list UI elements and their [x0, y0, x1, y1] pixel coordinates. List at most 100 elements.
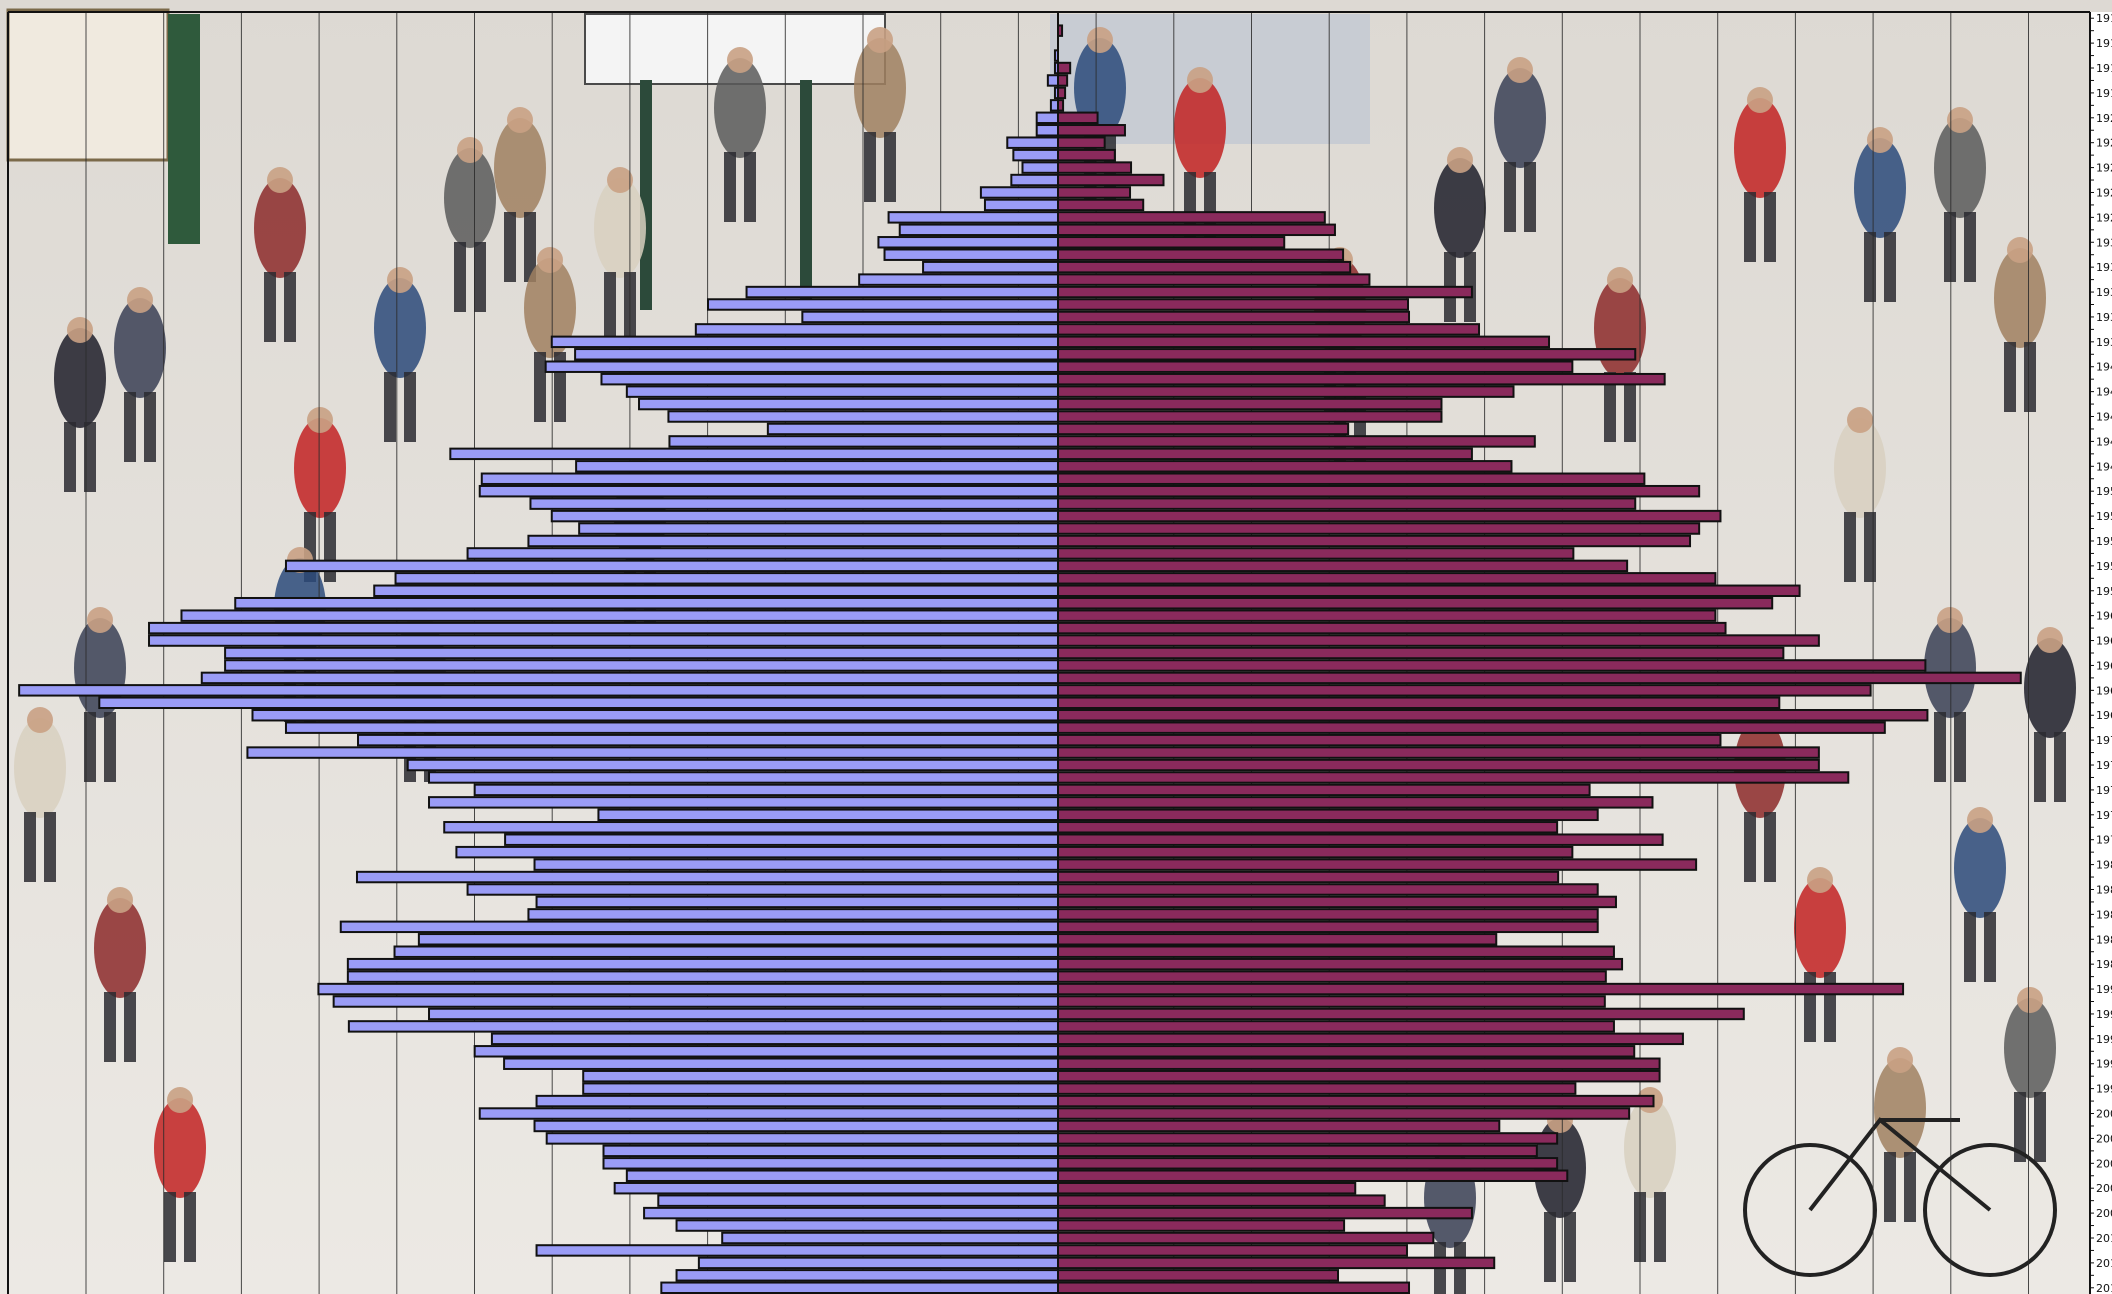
person-figure	[54, 317, 106, 492]
bar-left-1948	[575, 460, 1060, 473]
bar-right-1994	[1057, 1032, 1684, 1046]
bar-right-1964	[1057, 659, 1927, 672]
year-tick-label: 2004	[2096, 1157, 2112, 1170]
bar-right-1982	[1057, 883, 1599, 896]
bar-left-1939	[574, 348, 1059, 361]
bar-right-1927	[1057, 198, 1145, 212]
bar-left-1967	[98, 696, 1060, 710]
bar-right-1925	[1057, 173, 1165, 187]
bar-left-1937	[694, 323, 1060, 336]
bar-right-1917	[1057, 74, 1069, 87]
bar-right-1918	[1057, 86, 1067, 100]
bar-left-1945	[766, 422, 1060, 436]
bar-left-1919	[1049, 99, 1060, 112]
year-tick-label: 1912	[2096, 12, 2112, 25]
bar-right-1978	[1057, 833, 1664, 846]
bar-right-2012	[1057, 1256, 1496, 1270]
bar-left-1996	[503, 1057, 1059, 1070]
year-tick-label: 2014	[2096, 1282, 2112, 1294]
bar-left-1965	[200, 671, 1059, 685]
bar-right-1998	[1057, 1082, 1577, 1095]
bar-left-1933	[858, 273, 1059, 286]
bar-left-1940	[544, 360, 1059, 373]
year-tick-label: 1954	[2096, 535, 2112, 548]
bar-right-2005	[1057, 1169, 1569, 1182]
year-tick-label: 1918	[2096, 87, 2112, 100]
bar-right-1984	[1057, 908, 1599, 921]
bar-right-1946	[1057, 435, 1536, 448]
kiosk-post-shape	[800, 80, 812, 310]
person-figure	[1494, 57, 1546, 232]
bar-right-1973	[1057, 771, 1850, 784]
bar-right-1959	[1057, 596, 1774, 610]
bar-right-1944	[1057, 410, 1443, 423]
bar-right-2009	[1057, 1219, 1346, 1232]
bar-right-1962	[1057, 634, 1820, 647]
year-tick-label: 1970	[2096, 734, 2112, 747]
bar-left-1927	[983, 198, 1060, 212]
bar-right-1935	[1057, 298, 1409, 311]
year-tick-label: 2002	[2096, 1132, 2112, 1145]
bar-left-1962	[148, 634, 1060, 647]
year-tick-label: 1994	[2096, 1033, 2112, 1046]
bar-right-2006	[1057, 1181, 1357, 1195]
bar-right-1926	[1057, 186, 1132, 199]
year-tick-label: 1932	[2096, 261, 2112, 274]
bar-left-1950	[478, 484, 1059, 498]
bar-left-1953	[578, 522, 1059, 535]
year-tick-label: 1968	[2096, 709, 2112, 722]
bar-right-1923	[1057, 148, 1116, 162]
year-tick-label: 2012	[2096, 1257, 2112, 1270]
bar-left-1958	[373, 584, 1059, 597]
bar-right-1938	[1057, 335, 1551, 349]
bar-right-1953	[1057, 522, 1701, 535]
bar-left-1930	[877, 236, 1059, 249]
bar-left-1973	[428, 771, 1060, 784]
year-tick-label: 1960	[2096, 610, 2112, 623]
person-figure	[374, 267, 426, 442]
bar-left-2013	[675, 1269, 1059, 1282]
bar-right-1936	[1057, 310, 1411, 324]
bar-left-1997	[582, 1069, 1060, 1083]
bar-left-2004	[602, 1157, 1060, 1170]
bar-left-1988	[346, 957, 1059, 971]
bar-left-1954	[527, 534, 1059, 548]
bar-left-1926	[979, 186, 1060, 199]
year-tick-label: 1946	[2096, 435, 2112, 448]
bar-left-1956	[284, 559, 1059, 573]
bar-left-1924	[1021, 161, 1059, 174]
bars-group	[18, 12, 2022, 1294]
bar-left-1977	[443, 821, 1059, 834]
person-figure	[1734, 87, 1786, 262]
bar-left-2010	[721, 1231, 1059, 1245]
year-tick-label: 1980	[2096, 859, 2112, 872]
year-tick-label: 1984	[2096, 908, 2112, 921]
bar-left-1931	[883, 248, 1059, 261]
bar-right-1975	[1057, 796, 1654, 809]
bar-left-1917	[1046, 74, 1060, 87]
year-tick-label: 1972	[2096, 759, 2112, 772]
bar-right-1934	[1057, 285, 1473, 299]
year-tick-label: 1944	[2096, 411, 2112, 424]
year-tick-label: 2008	[2096, 1207, 2112, 1220]
bar-right-2013	[1057, 1269, 1339, 1282]
bar-left-1964	[224, 659, 1060, 672]
year-tick-label: 1916	[2096, 62, 2112, 75]
person-figure	[524, 247, 576, 422]
bar-left-1990	[317, 982, 1060, 996]
bar-right-1930	[1057, 236, 1286, 249]
bar-left-1978	[504, 833, 1059, 846]
bar-left-1974	[473, 783, 1059, 797]
year-tick-label: 1992	[2096, 1008, 2112, 1021]
bar-left-1987	[393, 945, 1059, 958]
bar-right-1979	[1057, 845, 1574, 859]
year-tick-label: 1966	[2096, 684, 2112, 697]
bar-left-1972	[406, 758, 1059, 772]
bar-left-1941	[600, 372, 1059, 386]
bar-left-2002	[545, 1132, 1060, 1145]
bar-left-1970	[357, 733, 1059, 747]
bar-left-1984	[527, 908, 1059, 921]
bar-left-1951	[529, 497, 1059, 510]
bar-right-1956	[1057, 559, 1629, 573]
